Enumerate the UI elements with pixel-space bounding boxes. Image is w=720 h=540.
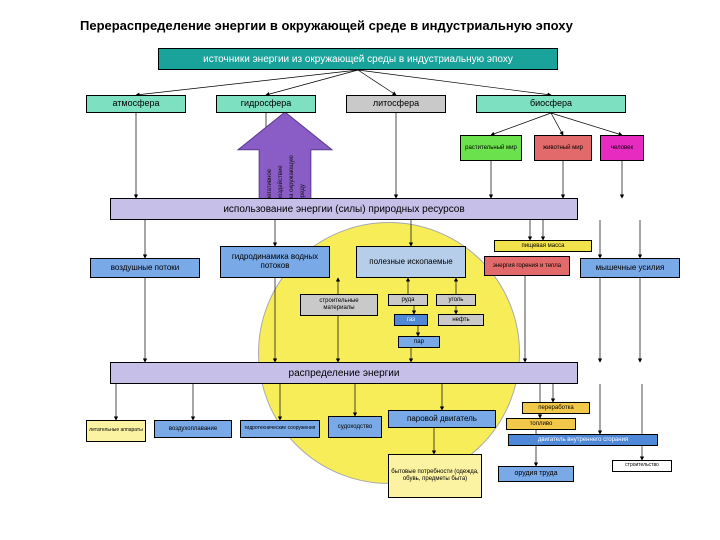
box-atm: атмосфера: [86, 95, 186, 113]
arrow-label-d: среду: [300, 152, 306, 200]
box-lit: литосфера: [346, 95, 446, 113]
box-aero: воздухоплавание: [154, 420, 232, 438]
arrow-label-c: на окружающую: [289, 152, 295, 200]
box-hum: человек: [600, 135, 644, 161]
box-dist: распределение энергии: [110, 362, 578, 384]
box-steam: пар: [398, 336, 440, 348]
box-tfuel: топливо: [506, 418, 576, 430]
box-hydrod: гидродинамика водных потоков: [220, 246, 330, 278]
box-fly: летательные аппараты: [86, 420, 146, 442]
box-proc: переработка: [522, 402, 590, 414]
arrow-label-a: негативное: [267, 152, 273, 200]
box-hydrob: гидротехнические сооружения: [240, 420, 320, 438]
box-build: строительные материалы: [300, 294, 378, 316]
box-bio: биосфера: [476, 95, 626, 113]
box-constr: строительство: [612, 460, 672, 472]
box-air: воздушные потоки: [90, 258, 200, 278]
box-ship: судоходство: [328, 416, 382, 438]
box-engine: паровой двигатель: [388, 410, 496, 428]
box-ice: двигатель внутреннего сгорания: [508, 434, 658, 446]
box-anim: животный мир: [534, 135, 592, 161]
box-food: пищевая масса: [494, 240, 592, 252]
box-tools: орудия труда: [498, 466, 574, 482]
box-musc: мышечные усилия: [580, 258, 680, 278]
arrow-label-b: воздействие: [278, 152, 284, 200]
box-oil: нефть: [438, 314, 484, 326]
box-use: использование энергии (силы) природных р…: [110, 198, 578, 220]
box-foss: полезные ископаемые: [356, 246, 466, 278]
impact-arrow: [238, 112, 332, 202]
box-ore: руда: [388, 294, 428, 306]
box-dom: бытовые потребности (одежда, обувь, пред…: [388, 454, 482, 498]
box-plant: растительный мир: [460, 135, 522, 161]
box-coal: уголь: [436, 294, 476, 306]
box-src: источники энергии из окружающей среды в …: [158, 48, 558, 70]
box-fuel: энергия горения и тепла: [484, 256, 570, 276]
box-hyd: гидросфера: [216, 95, 316, 113]
box-gas: газ: [394, 314, 428, 326]
